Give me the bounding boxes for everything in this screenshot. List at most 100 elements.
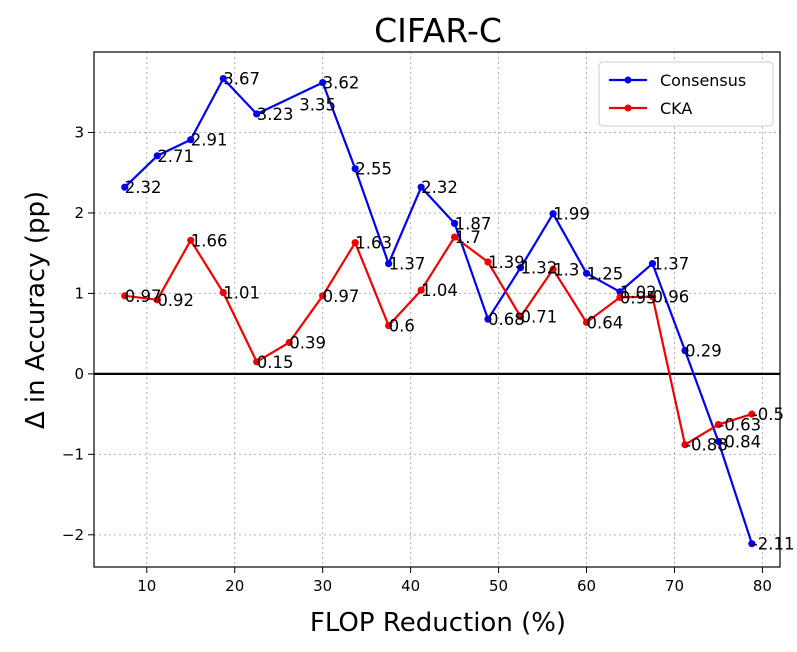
data-label-consensus: 1.87 <box>455 214 492 233</box>
point-consensus <box>319 78 327 87</box>
point-cka <box>549 265 557 273</box>
point-consensus <box>121 183 129 191</box>
data-label-consensus: 1.02 <box>620 283 657 302</box>
data-labels: 2.32 2.712.91 3.67 3.23 3.62 2.55 1.37 2.32 1.87… <box>125 70 795 554</box>
data-label-cka: 0.71 <box>521 308 558 327</box>
data-label-consensus: 1.32 <box>521 259 558 278</box>
data-label-cka: 0.97 <box>323 287 360 306</box>
point-cka <box>187 236 195 244</box>
y-axis-label: Δ in Accuracy (pp) <box>21 191 51 429</box>
point-cka <box>516 313 525 321</box>
point-cka <box>121 292 129 300</box>
data-label-cka: 1.63 <box>355 234 392 253</box>
data-label-cka: 1.66 <box>191 231 228 250</box>
point-consensus <box>385 260 393 268</box>
data-label-cka: 0.95 <box>620 288 657 307</box>
axis-ticks: 10 20 30 40 50 60 70 80 −2 −1 0 1 2 3 <box>62 123 772 595</box>
y-tick-label: 0 <box>74 365 84 383</box>
x-tick-label: 40 <box>401 577 420 595</box>
data-label-consensus: 3.62 <box>323 74 360 93</box>
data-label-cka: 1.7 <box>455 228 481 247</box>
series-layer <box>121 74 756 548</box>
point-consensus <box>582 269 591 277</box>
data-label-cka: 0.92 <box>157 291 194 310</box>
y-tick-label: 3 <box>74 123 84 141</box>
point-cka <box>450 233 459 241</box>
point-cka <box>219 289 227 297</box>
legend: Consensus CKA <box>598 61 774 127</box>
data-label-cka: -0.88 <box>685 436 728 455</box>
point-consensus <box>187 136 195 144</box>
point-consensus <box>516 264 525 272</box>
x-tick-label: 60 <box>577 577 596 595</box>
data-label-consensus: 1.99 <box>553 205 590 224</box>
point-cka <box>319 292 327 300</box>
data-label-consensus: 2.55 <box>355 160 392 179</box>
point-cka <box>351 239 359 247</box>
x-tick-label: 30 <box>313 577 332 595</box>
point-consensus <box>549 210 557 218</box>
point-cka <box>582 318 591 326</box>
data-label-consensus: 1.25 <box>587 264 624 283</box>
point-cka <box>484 258 492 266</box>
point-consensus <box>484 315 492 323</box>
data-label-consensus: 3.67 <box>223 70 260 89</box>
x-tick-label: 20 <box>225 577 244 595</box>
x-axis-label: FLOP Reduction (%) <box>310 608 566 638</box>
data-label-consensus: 2.71 <box>157 147 194 166</box>
data-label-cka: 1.01 <box>223 284 260 303</box>
point-consensus <box>714 437 723 446</box>
data-label-cka: 0.15 <box>257 353 294 372</box>
y-tick-label: 1 <box>74 284 84 302</box>
point-cka <box>616 293 624 302</box>
data-label-cka: -0.63 <box>718 416 761 435</box>
data-label-consensus: 2.32 <box>125 178 162 197</box>
point-consensus <box>417 183 425 191</box>
point-consensus <box>153 152 161 160</box>
data-label-consensus: -2.11 <box>752 535 795 554</box>
data-label-cka: 0.96 <box>652 288 689 307</box>
legend-label-consensus: Consensus <box>660 71 746 90</box>
point-consensus <box>648 260 657 268</box>
data-label-cka: 1.04 <box>421 281 458 300</box>
point-cka <box>714 420 723 429</box>
point-consensus <box>351 165 359 173</box>
data-label-consensus: -0.84 <box>718 432 761 451</box>
point-cka <box>285 338 293 347</box>
x-tick-label: 70 <box>665 577 684 595</box>
point-cka <box>748 410 756 418</box>
data-label-consensus: 1.37 <box>389 255 426 274</box>
point-cka <box>417 286 425 294</box>
data-label-cka: 1.3 <box>553 260 579 279</box>
legend-marker-cka <box>624 104 632 112</box>
x-tick-label: 10 <box>137 577 156 595</box>
data-label-consensus: 1.37 <box>652 255 689 274</box>
data-label-cka: 0.97 <box>125 287 162 306</box>
point-cka <box>385 321 393 330</box>
y-tick-label: −2 <box>62 526 84 544</box>
data-label-cka: 1.39 <box>488 253 525 272</box>
point-consensus <box>748 540 756 548</box>
data-label-consensus: 2.91 <box>191 131 228 150</box>
data-label-consensus: 0.29 <box>685 342 722 361</box>
point-consensus <box>253 110 261 118</box>
point-cka <box>648 293 657 301</box>
x-tick-label: 80 <box>753 577 772 595</box>
point-cka <box>681 441 689 449</box>
data-label-consensus: 2.32 <box>421 178 458 197</box>
grid <box>94 52 780 567</box>
point-cka <box>253 358 261 366</box>
legend-label-cka: CKA <box>660 99 692 118</box>
data-label-cka: 0.64 <box>587 313 624 332</box>
data-label-consensus: 3.23 <box>257 105 294 124</box>
point-consensus <box>450 219 459 227</box>
data-label-consensus: 3.35 <box>299 95 336 114</box>
chart-title: CIFAR-C <box>374 11 502 50</box>
point-consensus <box>219 74 227 83</box>
legend-marker-consensus <box>624 76 632 84</box>
legend-frame <box>598 61 774 127</box>
point-cka <box>153 296 161 304</box>
data-label-cka: 0.39 <box>289 333 326 352</box>
point-consensus <box>681 346 689 355</box>
